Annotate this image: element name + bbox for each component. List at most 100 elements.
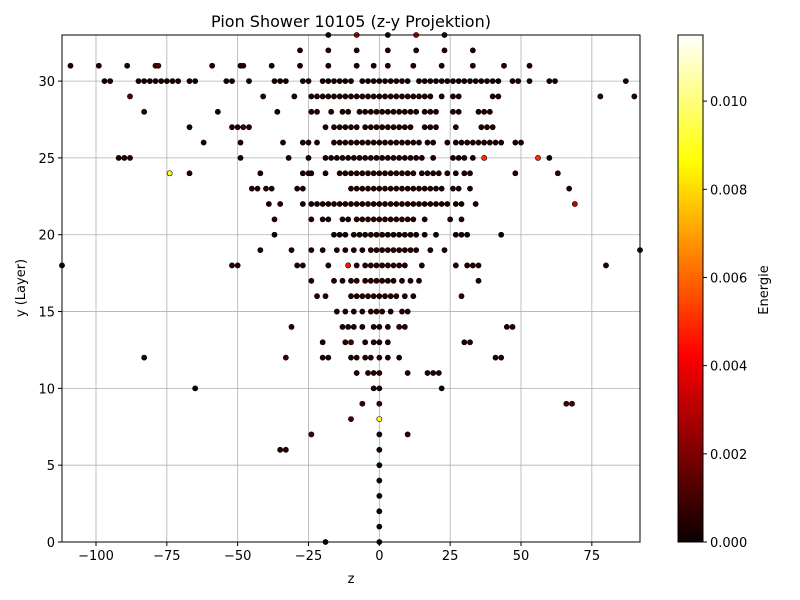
data-point: [455, 78, 462, 84]
data-point: [331, 139, 337, 146]
data-point: [433, 201, 439, 207]
data-point: [535, 155, 541, 161]
data-point: [336, 93, 343, 100]
data-point: [325, 47, 332, 54]
data-point: [554, 170, 561, 177]
data-point: [331, 124, 337, 131]
data-point: [410, 293, 417, 300]
data-point: [435, 370, 442, 376]
data-point: [418, 155, 425, 161]
data-point: [376, 354, 383, 361]
y-tick-label: 15: [38, 306, 55, 321]
data-point: [384, 124, 391, 131]
data-point: [495, 93, 502, 100]
data-point: [427, 201, 434, 207]
data-point: [413, 108, 420, 115]
data-point: [450, 93, 456, 100]
data-point: [373, 277, 380, 284]
data-point: [430, 370, 437, 376]
data-point: [571, 201, 578, 207]
data-point: [229, 78, 235, 84]
data-point: [373, 124, 380, 131]
data-point: [399, 185, 405, 192]
data-point: [175, 78, 182, 84]
data-point: [353, 170, 360, 177]
data-point: [336, 78, 343, 84]
data-point: [257, 247, 264, 253]
data-point: [333, 155, 340, 161]
data-point: [376, 139, 383, 146]
data-point: [384, 108, 391, 115]
data-point: [359, 170, 366, 177]
data-point: [127, 93, 133, 100]
data-point: [200, 139, 207, 146]
data-point: [421, 185, 428, 192]
data-point: [421, 231, 428, 238]
data-point: [362, 262, 369, 269]
data-point: [359, 308, 366, 315]
data-point: [404, 78, 411, 84]
data-point: [348, 78, 354, 84]
data-point: [455, 108, 462, 115]
data-point: [370, 170, 377, 177]
data-point: [433, 78, 439, 84]
data-point: [441, 47, 448, 54]
data-point: [229, 262, 235, 269]
data-point: [322, 155, 329, 161]
data-point: [512, 139, 519, 146]
data-point: [427, 185, 434, 192]
x-tick-label: 25: [442, 549, 459, 564]
data-point: [458, 139, 465, 146]
data-point: [314, 201, 320, 207]
data-point: [475, 139, 482, 146]
data-point: [373, 247, 380, 253]
data-point: [390, 155, 397, 161]
data-point: [393, 185, 400, 192]
data-point: [373, 231, 380, 238]
data-point: [299, 170, 306, 177]
data-point: [362, 155, 369, 161]
data-point: [234, 124, 241, 131]
data-point: [481, 139, 488, 146]
data-point: [421, 216, 428, 223]
data-point: [469, 47, 476, 54]
data-point: [396, 324, 403, 330]
plot-frame: [61, 34, 641, 543]
data-point: [350, 231, 357, 238]
data-point: [382, 293, 388, 300]
data-point: [362, 124, 369, 131]
data-point: [265, 201, 272, 207]
data-point: [401, 262, 408, 269]
data-point: [376, 462, 383, 469]
data-point: [438, 185, 445, 192]
data-point: [401, 293, 408, 300]
data-point: [362, 354, 369, 361]
data-point: [268, 185, 275, 192]
data-point: [461, 78, 468, 84]
data-point: [382, 216, 388, 223]
data-point: [353, 277, 360, 284]
data-point: [186, 124, 193, 131]
data-point: [350, 155, 357, 161]
data-point: [353, 124, 360, 131]
y-tick-label: 20: [38, 229, 55, 244]
data-point: [308, 277, 315, 284]
data-point: [353, 47, 360, 54]
data-point: [348, 416, 354, 422]
colorbar-gradient: [677, 34, 704, 543]
data-point: [563, 400, 570, 407]
data-point: [475, 277, 482, 284]
data-point: [342, 247, 349, 253]
y-tick-label: 30: [38, 75, 55, 90]
data-point: [379, 247, 386, 253]
data-point: [314, 139, 320, 146]
data-point: [472, 78, 479, 84]
data-point: [308, 108, 315, 115]
data-point: [393, 216, 400, 223]
data-point: [376, 508, 383, 515]
data-point: [325, 216, 332, 223]
data-point: [379, 124, 386, 131]
data-point: [124, 62, 131, 69]
data-point: [308, 216, 315, 223]
data-point: [416, 277, 422, 284]
